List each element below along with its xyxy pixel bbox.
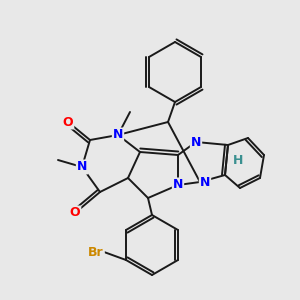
Text: N: N bbox=[191, 136, 201, 148]
Text: N: N bbox=[173, 178, 183, 191]
Text: N: N bbox=[200, 176, 210, 188]
Text: O: O bbox=[70, 206, 80, 220]
Text: N: N bbox=[77, 160, 87, 173]
Text: Br: Br bbox=[88, 245, 104, 259]
Text: O: O bbox=[63, 116, 73, 128]
Text: H: H bbox=[233, 154, 243, 166]
Text: N: N bbox=[113, 128, 123, 142]
